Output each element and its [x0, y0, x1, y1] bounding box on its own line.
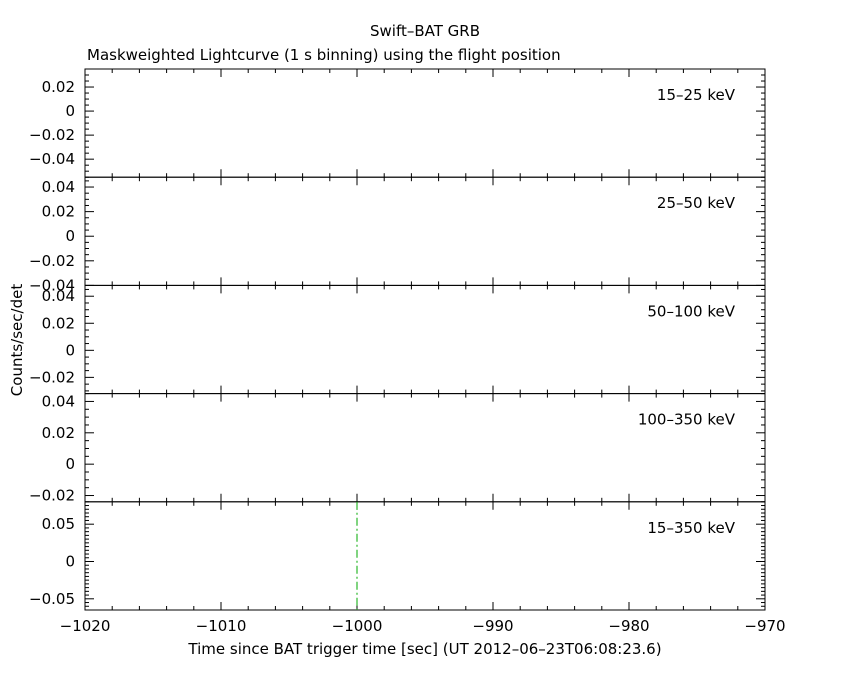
band-label: 15–350 keV — [647, 519, 735, 537]
y-tick-label: 0.04 — [42, 287, 75, 305]
band-label: 25–50 keV — [657, 194, 736, 212]
y-tick-label: −0.04 — [29, 150, 75, 168]
x-tick-label: −980 — [608, 617, 649, 635]
y-tick-label: 0.02 — [42, 314, 75, 332]
band-label: 50–100 keV — [647, 302, 735, 320]
y-tick-label: −0.02 — [29, 368, 75, 386]
x-axis-label: Time since BAT trigger time [sec] (UT 20… — [187, 640, 661, 658]
y-tick-label: 0.02 — [42, 203, 75, 221]
y-tick-label: 0.02 — [42, 424, 75, 442]
y-tick-label: 0.04 — [42, 392, 75, 410]
y-axis-label: Counts/sec/det — [8, 284, 26, 397]
x-tick-label: −990 — [472, 617, 513, 635]
x-tick-label: −1010 — [196, 617, 247, 635]
x-tick-label: −970 — [744, 617, 785, 635]
y-tick-label: −0.02 — [29, 252, 75, 270]
x-tick-label: −1000 — [332, 617, 383, 635]
y-tick-label: 0 — [65, 552, 75, 570]
y-tick-label: 0.05 — [42, 515, 75, 533]
band-label: 100–350 keV — [638, 411, 736, 429]
y-tick-label: 0 — [65, 227, 75, 245]
y-tick-label: 0.04 — [42, 178, 75, 196]
y-tick-label: 0 — [65, 341, 75, 359]
x-tick-label: −1020 — [60, 617, 111, 635]
y-tick-label: 0 — [65, 102, 75, 120]
y-tick-label: −0.04 — [29, 276, 75, 294]
y-tick-label: −0.02 — [29, 126, 75, 144]
panels-group: 0.02 0 −0.02 −0.04 15–25 keV 0.04 0.02 0 −0.02 −0… — [29, 68, 786, 635]
chart-subtitle: Maskweighted Lightcurve (1 s binning) us… — [87, 46, 561, 64]
y-tick-label: 0.02 — [42, 78, 75, 96]
panel-frame — [84, 501, 766, 611]
y-tick-label: −0.02 — [29, 487, 75, 505]
y-tick-label: −0.05 — [29, 590, 75, 608]
y-tick-label: 0 — [65, 455, 75, 473]
chart-title: Swift–BAT GRB — [370, 22, 480, 40]
band-label: 15–25 keV — [657, 86, 736, 104]
